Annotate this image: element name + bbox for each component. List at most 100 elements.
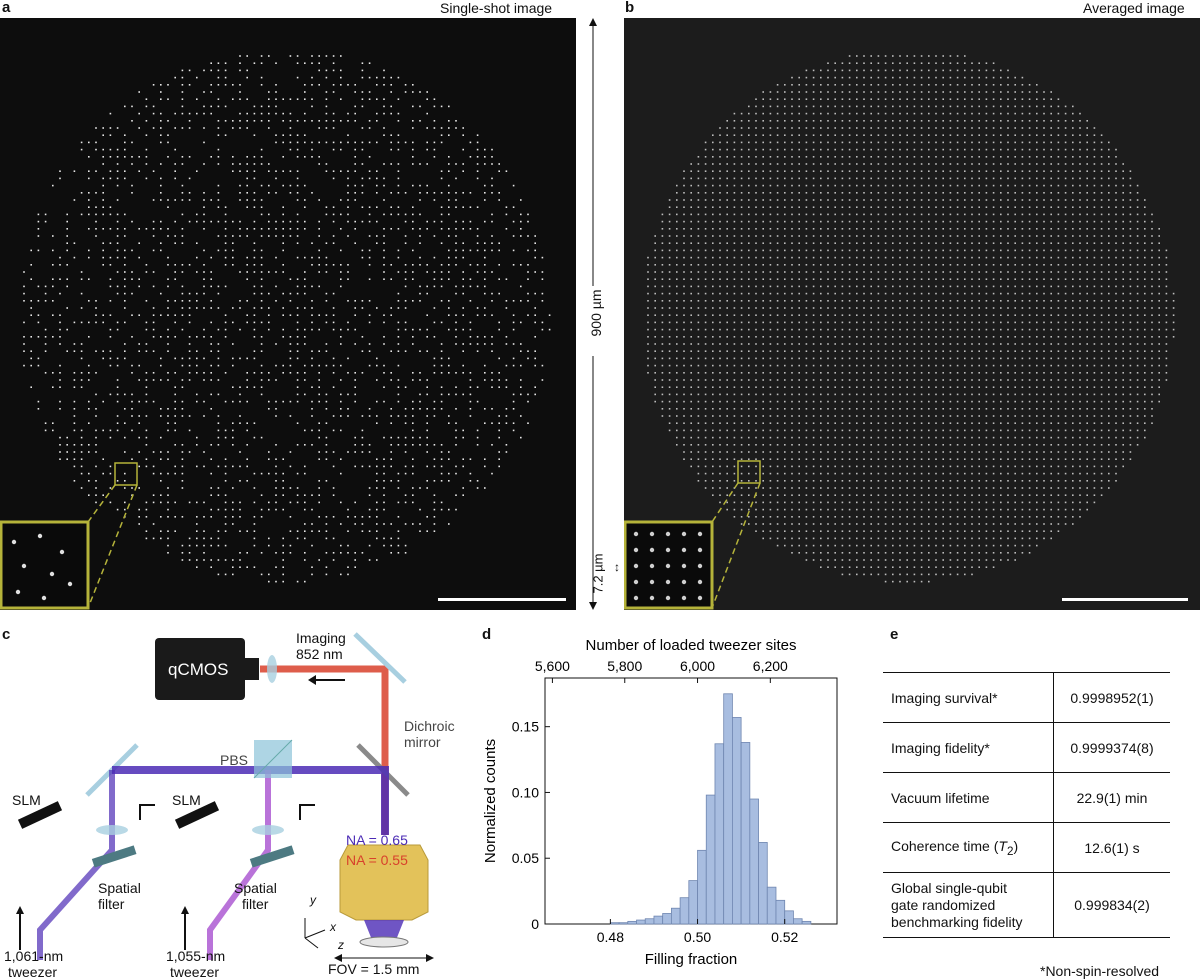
performance-table: Imaging survival* 0.9998952(1) Imaging f… <box>883 672 1170 938</box>
row-label: Vacuum lifetime <box>883 772 1054 823</box>
histogram-bar <box>784 910 794 925</box>
inset-scale-label: 7.2 µm <box>590 553 606 594</box>
x-tick-label: 0.48 <box>597 929 624 945</box>
histogram-bar <box>740 742 751 925</box>
panel-a-letter: a <box>2 0 11 16</box>
panel-d-letter: d <box>482 626 492 643</box>
spatial-filter-right-2: filter <box>242 896 269 912</box>
averaged-atom-array <box>624 55 1175 610</box>
row-value: 0.9999374(8) <box>1053 722 1170 773</box>
row-label: Global single-qubit gate randomized benc… <box>883 872 1054 938</box>
panel-e-letter: e <box>890 626 899 643</box>
y-tick-label: 0.15 <box>512 719 539 735</box>
blue-beam <box>112 766 389 835</box>
top-tick-label: 5,800 <box>607 658 642 674</box>
axis-y-label: y <box>310 893 316 907</box>
spatial-filter-left-2: filter <box>98 896 125 912</box>
histogram-bar <box>714 743 725 925</box>
histogram-bar <box>732 717 742 925</box>
lens-right <box>252 825 284 835</box>
spatial-filter-right-1: Spatial <box>234 880 277 896</box>
histogram-bar <box>775 899 786 925</box>
top-right-mirror <box>353 632 407 684</box>
histogram-bar <box>670 907 681 925</box>
row-label: Imaging survival* <box>883 672 1054 723</box>
panel-b-letter: b <box>625 0 635 16</box>
tweezer-left-2: tweezer <box>8 964 58 980</box>
x-tick-label: 0.50 <box>684 929 711 945</box>
averaged-title: Averaged image <box>1083 0 1185 16</box>
x-tick-label: 0.52 <box>771 929 798 945</box>
histogram-bar <box>793 918 803 925</box>
slm-right <box>174 801 220 829</box>
dichroic-label-1: Dichroic <box>404 718 455 734</box>
slm-right-label: SLM <box>172 792 201 808</box>
table-row: Imaging fidelity* 0.9999374(8) <box>883 722 1170 773</box>
row-label: Coherence time (T2) <box>883 822 1054 873</box>
averaged-image <box>624 18 1200 610</box>
histogram-bar <box>766 886 777 925</box>
histogram-bar <box>801 920 812 925</box>
pbs-label: PBS <box>220 752 249 768</box>
table-row: Global single-qubit gate randomized benc… <box>883 872 1170 938</box>
histogram-bar <box>636 919 646 925</box>
qcmos-label: qCMOS <box>168 660 229 679</box>
scale-arrow-900 <box>582 18 604 610</box>
table-row: Vacuum lifetime 22.9(1) min <box>883 772 1170 823</box>
y-tick-label: 0 <box>531 916 539 932</box>
top-tick-label: 5,600 <box>535 658 570 674</box>
camera-nose <box>245 658 259 680</box>
top-tick-label: 6,000 <box>680 658 715 674</box>
y-axis-label: Normalized counts <box>482 739 499 863</box>
single-shot-atom-array <box>0 55 551 610</box>
filling-fraction-histogram: 0.48 0.50 0.52 0 0.05 0.10 0.15 5,600 5,800 6,000… <box>482 637 838 968</box>
qcmos-camera <box>155 638 245 700</box>
blue-beam-lower <box>37 770 115 960</box>
histogram-bar <box>627 920 637 925</box>
optical-setup-diagram <box>16 632 434 962</box>
na-blue-label: NA = 0.65 <box>346 832 408 848</box>
y-tick-label: 0.05 <box>512 850 539 866</box>
scale-bar-a <box>438 598 566 601</box>
y-tick-label: 0.10 <box>512 784 539 800</box>
lens-left <box>96 825 128 835</box>
dichroic-label-2: mirror <box>404 734 441 750</box>
top-axis-label: Number of loaded tweezer sites <box>586 637 797 654</box>
inset-scale-arrow: ↕ <box>614 560 620 574</box>
histogram-bar <box>705 794 716 925</box>
row-label: Imaging fidelity* <box>883 722 1054 773</box>
tweezer-right-2: tweezer <box>170 964 220 980</box>
imaging-label-2: 852 nm <box>296 646 343 662</box>
purple-beam <box>207 770 271 960</box>
top-tick-label: 6,200 <box>753 658 788 674</box>
spatial-filter-right <box>249 845 295 868</box>
axis-x-label: x <box>330 920 336 934</box>
panel-c-letter: c <box>2 626 11 643</box>
row-value: 0.999834(2) <box>1053 872 1170 938</box>
row-value: 22.9(1) min <box>1053 772 1170 823</box>
histogram-bar <box>723 693 733 925</box>
histogram-bar <box>644 918 655 925</box>
histogram-bar <box>697 849 707 925</box>
histogram-bar <box>609 922 620 925</box>
histogram-bar <box>758 842 768 925</box>
histogram-bar <box>679 897 690 925</box>
slm-left-label: SLM <box>12 792 41 808</box>
histogram-bar <box>662 913 672 925</box>
spatial-filter-left <box>91 845 137 868</box>
row-value: 0.9998952(1) <box>1053 672 1170 723</box>
imaging-label-1: Imaging <box>296 630 346 646</box>
slm-left <box>17 801 63 829</box>
x-axis-label: Filling fraction <box>645 951 738 968</box>
objective-lens <box>339 844 429 921</box>
single-shot-title: Single-shot image <box>440 0 553 16</box>
histogram-bar <box>653 915 664 925</box>
row-value: 12.6(1) s <box>1053 822 1170 873</box>
imaging-lens <box>267 655 277 683</box>
scale-bar-b <box>1062 598 1188 601</box>
histogram-bar <box>618 922 629 925</box>
tweezer-left-1: 1,061-nm <box>4 948 64 964</box>
tweezer-right-1: 1,055-nm <box>166 948 226 964</box>
axis-z-label: z <box>338 938 344 952</box>
table-footnote: *Non-spin-resolved <box>1040 963 1160 979</box>
